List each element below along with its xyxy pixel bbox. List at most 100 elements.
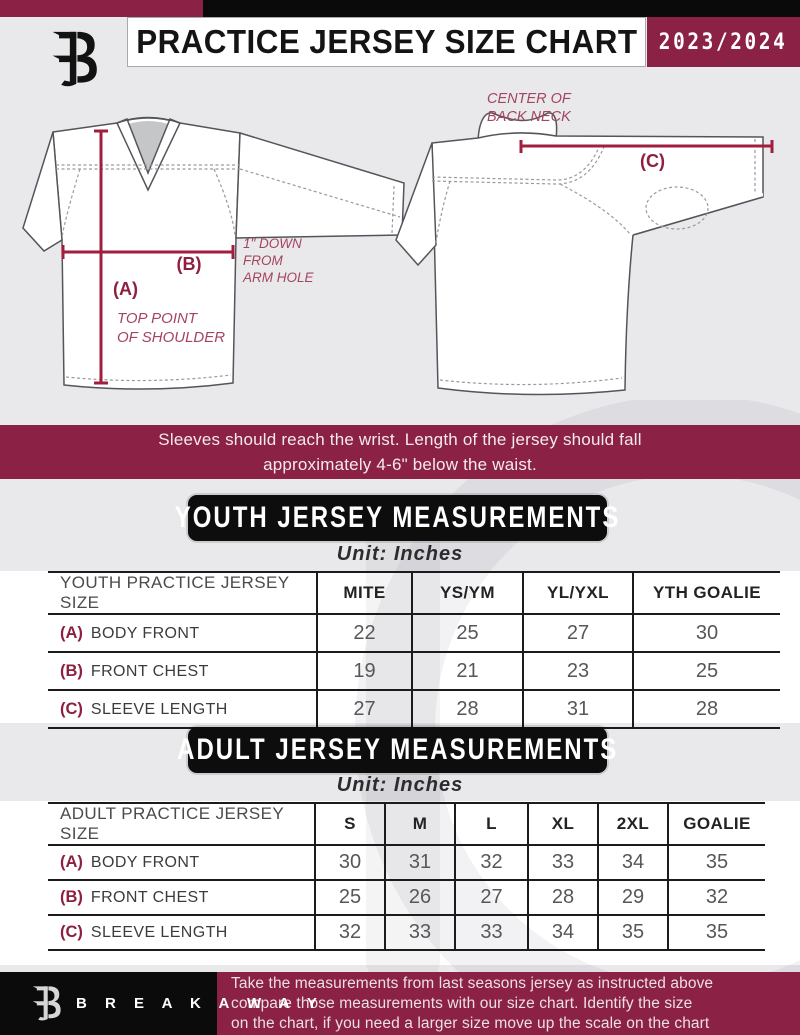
youth-row-body-front: (A) BODY FRONT 22 25 27 30 bbox=[48, 614, 780, 653]
adult-header-l: L bbox=[454, 802, 528, 846]
adult-body-front-xl: 33 bbox=[527, 845, 598, 881]
youth-header-ylyxl: YL/YXL bbox=[522, 571, 633, 615]
back-jersey-drawing bbox=[395, 112, 764, 396]
youth-row-sleeve-length: (C) SLEEVE LENGTH 27 28 31 28 bbox=[48, 690, 780, 729]
c-note-line1: CENTER OF bbox=[487, 91, 572, 107]
row-key: (B) bbox=[60, 888, 83, 906]
footer-instructions: Take the measurements from last seasons … bbox=[217, 972, 800, 1035]
adult-body-front-goalie: 35 bbox=[667, 845, 765, 881]
youth-unit-label: Unit: Inches bbox=[336, 543, 464, 565]
row-key: (C) bbox=[60, 923, 83, 941]
adult-body-front-2xl: 34 bbox=[597, 845, 668, 881]
adult-sleeve-length-goalie: 35 bbox=[667, 915, 765, 951]
b-note-line3: ARM HOLE bbox=[242, 270, 315, 285]
youth-section-banner: YOUTH JERSEY MEASUREMENTS bbox=[175, 495, 618, 541]
adult-sleeve-length-xl: 34 bbox=[527, 915, 598, 951]
youth-table-header-row: YOUTH PRACTICE JERSEY SIZE MITE YS/YM YL… bbox=[48, 571, 780, 615]
row-key: (A) bbox=[60, 623, 83, 642]
back-jersey-stitching bbox=[431, 139, 756, 386]
adult-header-s: S bbox=[314, 802, 385, 846]
jersey-measurement-diagram: (B) 1" DOWN FROM ARM HOLE (A) TOP POINT … bbox=[22, 91, 774, 396]
adult-header-xl: XL bbox=[527, 802, 598, 846]
youth-body-front-ysym: 25 bbox=[411, 614, 523, 653]
row-key: (A) bbox=[60, 853, 83, 871]
footer-note-line3: on the chart, if you need a larger size … bbox=[231, 1014, 710, 1032]
label-b: (B) bbox=[177, 254, 202, 274]
footer-note-line2: compare those measurements with our size… bbox=[231, 994, 693, 1012]
row-key: (B) bbox=[60, 661, 83, 680]
youth-body-front-ylyxl: 27 bbox=[522, 614, 633, 653]
adult-size-table: ADULT PRACTICE JERSEY SIZE S M L XL 2XL … bbox=[48, 802, 765, 951]
youth-front-chest-ysym: 21 bbox=[411, 652, 523, 691]
season-label: 2023/2024 bbox=[659, 29, 788, 55]
youth-row-front-chest: (B) FRONT CHEST 19 21 23 25 bbox=[48, 652, 780, 691]
adult-front-chest-2xl: 29 bbox=[597, 880, 668, 916]
adult-table-header-row: ADULT PRACTICE JERSEY SIZE S M L XL 2XL … bbox=[48, 802, 765, 846]
youth-header-goalie: YTH GOALIE bbox=[632, 571, 780, 615]
adult-row-front-chest: (B) FRONT CHEST 25 26 27 28 29 32 bbox=[48, 880, 765, 916]
breakaway-logo-icon bbox=[52, 31, 97, 87]
row-label: SLEEVE LENGTH bbox=[90, 700, 228, 718]
page-title-box: PRACTICE JERSEY SIZE CHART bbox=[127, 17, 646, 67]
adult-sleeve-length-2xl: 35 bbox=[597, 915, 668, 951]
youth-sleeve-length-ylyxl: 31 bbox=[522, 690, 633, 729]
youth-banner-label: YOUTH JERSEY MEASUREMENTS bbox=[174, 501, 621, 534]
youth-front-chest-goalie: 25 bbox=[632, 652, 780, 691]
b-note-line2: FROM bbox=[243, 253, 283, 268]
measurement-line-c bbox=[519, 140, 774, 153]
fit-notice-line2: approximately 4-6" below the waist. bbox=[263, 455, 537, 474]
adult-sleeve-length-m: 33 bbox=[384, 915, 455, 951]
label-a: (A) bbox=[113, 279, 138, 299]
adult-front-chest-m: 26 bbox=[384, 880, 455, 916]
adult-header-2xl: 2XL bbox=[597, 802, 668, 846]
youth-front-chest-ylyxl: 23 bbox=[522, 652, 633, 691]
c-note-line2: BACK NECK bbox=[487, 109, 572, 125]
adult-front-chest-l: 27 bbox=[454, 880, 528, 916]
youth-sleeve-length-ysym: 28 bbox=[411, 690, 523, 729]
adult-sleeve-length-s: 32 bbox=[314, 915, 385, 951]
page-title: PRACTICE JERSEY SIZE CHART bbox=[135, 23, 638, 60]
adult-header-m: M bbox=[384, 802, 455, 846]
adult-body-front-l: 32 bbox=[454, 845, 528, 881]
youth-header-ysym: YS/YM bbox=[411, 571, 523, 615]
adult-body-front-m: 31 bbox=[384, 845, 455, 881]
adult-section-banner: ADULT JERSEY MEASUREMENTS bbox=[177, 727, 616, 773]
a-note-line2: OF SHOULDER bbox=[117, 329, 225, 346]
front-jersey-stitching bbox=[56, 164, 401, 382]
adult-row-body-front: (A) BODY FRONT 30 31 32 33 34 35 bbox=[48, 845, 765, 881]
row-label: BODY FRONT bbox=[90, 854, 200, 871]
a-note-line1: TOP POINT bbox=[117, 310, 199, 327]
youth-body-front-mite: 22 bbox=[316, 614, 412, 653]
adult-front-chest-goalie: 32 bbox=[667, 880, 765, 916]
adult-banner-label: ADULT JERSEY MEASUREMENTS bbox=[176, 733, 619, 766]
adult-sleeve-length-l: 33 bbox=[454, 915, 528, 951]
adult-unit-label: Unit: Inches bbox=[336, 774, 464, 796]
fit-notice-line1: Sleeves should reach the wrist. Length o… bbox=[158, 430, 642, 449]
top-strip-maroon bbox=[0, 0, 203, 17]
youth-header-mite: MITE bbox=[316, 571, 412, 615]
row-label: FRONT CHEST bbox=[90, 662, 209, 680]
adult-header-label: ADULT PRACTICE JERSEY SIZE bbox=[60, 804, 284, 843]
row-label: BODY FRONT bbox=[90, 624, 200, 642]
footer-brand-block bbox=[0, 972, 217, 1035]
footer-brand-name: B R E A K A W A Y bbox=[76, 995, 324, 1012]
row-label: SLEEVE LENGTH bbox=[90, 924, 228, 941]
season-badge: 2023/2024 bbox=[647, 17, 800, 67]
youth-header-label: YOUTH PRACTICE JERSEY SIZE bbox=[60, 573, 290, 612]
youth-front-chest-mite: 19 bbox=[316, 652, 412, 691]
row-label: FRONT CHEST bbox=[90, 889, 209, 906]
measurement-line-a bbox=[94, 129, 108, 385]
adult-header-goalie: GOALIE bbox=[667, 802, 765, 846]
youth-size-table: YOUTH PRACTICE JERSEY SIZE MITE YS/YM YL… bbox=[48, 571, 780, 729]
adult-row-sleeve-length: (C) SLEEVE LENGTH 32 33 33 34 35 35 bbox=[48, 915, 765, 951]
measurement-line-b bbox=[61, 245, 235, 259]
fit-notice-banner: Sleeves should reach the wrist. Length o… bbox=[0, 425, 800, 479]
adult-body-front-s: 30 bbox=[314, 845, 385, 881]
b-note-line1: 1" DOWN bbox=[243, 236, 302, 251]
row-key: (C) bbox=[60, 699, 83, 718]
footer-note-line1: Take the measurements from last seasons … bbox=[231, 974, 714, 992]
label-c: (C) bbox=[640, 151, 665, 171]
youth-sleeve-length-mite: 27 bbox=[316, 690, 412, 729]
breakaway-logo-footer-icon bbox=[32, 986, 61, 1021]
